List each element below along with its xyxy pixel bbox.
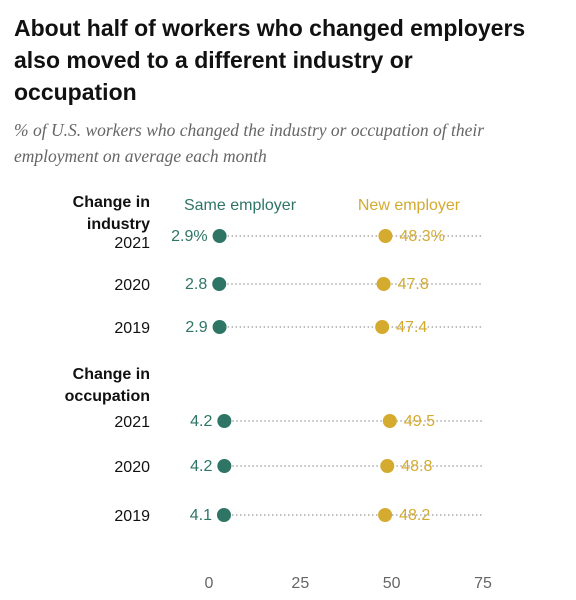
dot (375, 320, 390, 334)
category-label: 2019 (114, 320, 150, 337)
value-label: 47.4 (396, 319, 427, 336)
category-label: 2020 (114, 459, 150, 476)
dot (376, 277, 391, 291)
dot (212, 229, 227, 243)
value-label: 2.8 (185, 276, 207, 293)
category-label: 2021 (114, 414, 150, 431)
dot (212, 277, 227, 291)
value-label: 48.8 (401, 458, 432, 475)
dot (212, 320, 227, 334)
x-tick-label: 50 (383, 575, 401, 592)
value-label: 48.3% (399, 228, 444, 245)
value-label: 4.2 (190, 413, 212, 430)
dot (217, 459, 232, 473)
value-label: 2.9 (185, 319, 207, 336)
category-label: 2020 (114, 277, 150, 294)
x-tick-label: 75 (474, 575, 492, 592)
value-label: 4.1 (190, 507, 212, 524)
value-label: 2.9% (171, 228, 207, 245)
dot (380, 459, 395, 473)
x-tick-label: 0 (205, 575, 214, 592)
category-label: 2019 (114, 508, 150, 525)
x-tick-label: 25 (291, 575, 309, 592)
category-label: 2021 (114, 235, 150, 252)
chart-subtitle: % of U.S. workers who changed the indust… (14, 120, 485, 166)
dot (378, 229, 393, 243)
dot (216, 508, 231, 522)
dot (382, 414, 397, 428)
value-label: 4.2 (190, 458, 212, 475)
value-label: 47.8 (398, 276, 429, 293)
value-label: 48.2 (399, 507, 430, 524)
legend-label: New employer (358, 197, 461, 214)
chart-title: About half of workers who changed employ… (14, 15, 526, 105)
legend-label: Same employer (184, 197, 297, 214)
value-label: 49.5 (404, 413, 435, 430)
group-label: Change in occupation (64, 366, 150, 405)
dot (378, 508, 393, 522)
group-label: Change in industry (72, 194, 150, 233)
dot (217, 414, 232, 428)
